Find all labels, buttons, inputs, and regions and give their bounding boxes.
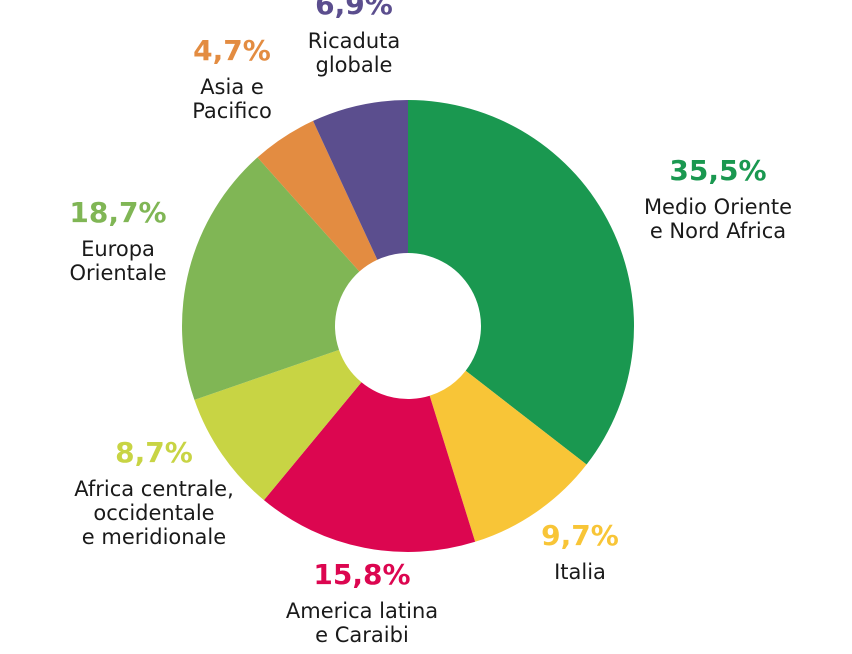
slice-value-label: 35,5% — [669, 154, 766, 187]
slice-value-label: 6,9% — [315, 0, 393, 21]
slice-category-label: occidentale — [93, 501, 214, 525]
donut-slice — [263, 382, 476, 553]
slice-category-label: e meridionale — [82, 525, 226, 549]
donut-slice — [257, 120, 378, 272]
slice-category-label: Ricaduta — [308, 29, 401, 53]
slice-category-label: e Nord Africa — [650, 219, 786, 243]
donut-slice — [194, 349, 362, 501]
slice-value-label: 8,7% — [115, 436, 193, 469]
slice-category-label: e Caraibi — [315, 623, 409, 647]
slice-value-label: 9,7% — [541, 519, 619, 552]
donut-slice — [313, 100, 408, 260]
slice-category-label: globale — [316, 53, 393, 77]
slice-category-label: Orientale — [69, 261, 166, 285]
slice-category-label: America latina — [286, 599, 438, 623]
slice-value-label: 15,8% — [313, 558, 410, 591]
slice-category-label: Africa centrale, — [74, 477, 234, 501]
donut-slice — [408, 100, 635, 465]
slice-value-label: 18,7% — [69, 196, 166, 229]
donut-slice — [429, 370, 587, 542]
donut-slice — [182, 157, 360, 400]
slice-category-label: Italia — [554, 560, 606, 584]
slice-category-label: Pacifico — [192, 99, 272, 123]
slice-value-label: 4,7% — [193, 34, 271, 67]
slice-category-label: Medio Oriente — [644, 195, 792, 219]
slice-category-label: Europa — [81, 237, 155, 261]
slice-category-label: Asia e — [200, 75, 264, 99]
donut-slices — [182, 100, 635, 553]
